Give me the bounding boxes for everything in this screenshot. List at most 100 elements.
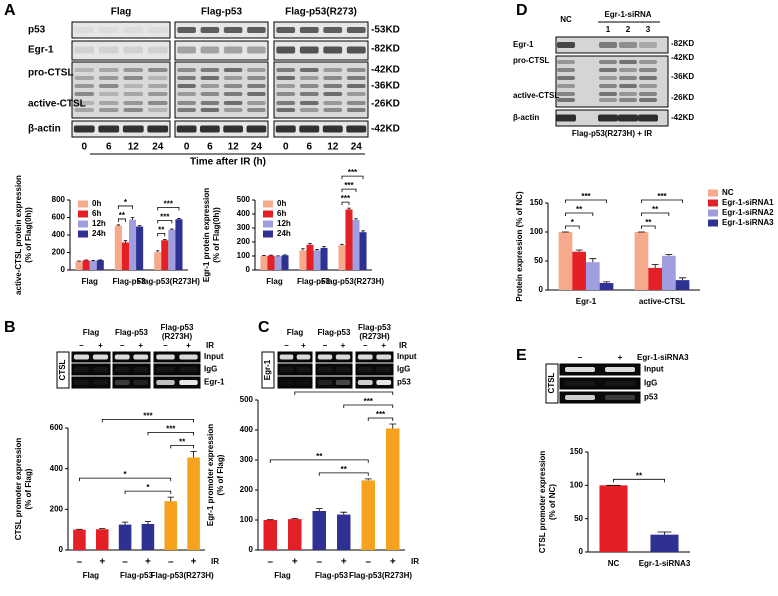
significance-label: **	[341, 465, 348, 474]
row-label: IgG	[644, 379, 657, 388]
band	[619, 60, 637, 64]
error-bar	[144, 521, 152, 524]
x-tick-label: Flag	[266, 277, 283, 286]
band	[619, 76, 637, 80]
lane-label: 12	[327, 142, 339, 153]
y-tick-label: 200	[237, 237, 251, 246]
band	[73, 354, 90, 360]
blot-frame	[559, 391, 641, 404]
significance-label: ***	[376, 410, 386, 419]
y-tick-label: 150	[530, 198, 544, 207]
band	[223, 27, 243, 33]
y-tick-label: 400	[237, 209, 251, 218]
blot-frame	[174, 21, 269, 39]
band	[335, 354, 351, 360]
bar	[95, 529, 109, 550]
error-bar	[322, 246, 326, 248]
size-label: -82KD	[371, 44, 400, 55]
row-label: IgG	[397, 365, 410, 374]
panel-letter: A	[4, 2, 16, 19]
band	[299, 27, 319, 33]
band	[639, 42, 657, 48]
band	[223, 92, 243, 96]
blot-frame	[112, 351, 151, 363]
y-tick-label: 0	[246, 265, 251, 274]
legend-label: 12h	[277, 219, 291, 228]
group-label: Flag	[287, 328, 304, 337]
error-bar	[177, 218, 181, 220]
band	[177, 76, 196, 80]
x-tick-label: +	[341, 557, 347, 568]
band	[276, 68, 296, 72]
size-label: -36KD	[371, 81, 400, 92]
bar	[281, 255, 289, 270]
y-tick-label: 400	[240, 425, 254, 434]
blot-frame	[273, 40, 369, 61]
band	[92, 354, 109, 360]
blot-frame	[71, 376, 111, 389]
error-bar	[354, 218, 358, 220]
significance-bracket	[565, 199, 607, 203]
y-label: (% of Flag)	[24, 468, 33, 509]
band	[299, 84, 319, 88]
group-label: Flag	[111, 7, 132, 18]
band	[565, 367, 595, 372]
legend-swatch	[78, 210, 88, 218]
blot-frame	[315, 351, 353, 363]
band	[123, 92, 144, 96]
bar	[121, 242, 129, 270]
column-label: Egr-1-siRNA	[604, 10, 651, 19]
lane-label: 6	[306, 142, 312, 153]
band	[223, 46, 243, 54]
y-tick-label: 0	[59, 545, 64, 554]
y-label: (% of Flag(0h))	[212, 207, 221, 263]
band	[276, 46, 296, 54]
bar	[141, 523, 155, 550]
band	[223, 76, 243, 80]
x-tick-label: +	[292, 557, 298, 568]
blot-frame	[559, 377, 641, 390]
lane-label: 3	[646, 25, 651, 34]
band	[299, 68, 319, 72]
x-tick-label: –	[122, 557, 128, 568]
band	[177, 68, 196, 72]
band	[247, 84, 266, 88]
significance-label: *	[124, 198, 128, 207]
row-label: Egr-1	[513, 40, 534, 49]
significance-bracket	[79, 477, 172, 482]
bar	[599, 485, 628, 552]
bar	[345, 209, 353, 270]
band	[346, 101, 366, 105]
ir-sign: –	[163, 341, 168, 350]
lane-label: 12	[128, 142, 140, 153]
y-tick-label: 50	[574, 514, 583, 523]
y-label: CTSL promoter expression	[538, 451, 547, 554]
x-tick-label: –	[77, 557, 83, 568]
band	[246, 125, 267, 133]
band	[299, 46, 319, 54]
error-bar	[340, 511, 348, 515]
band	[147, 68, 168, 72]
bar	[118, 524, 132, 550]
legend-swatch	[263, 230, 273, 238]
significance-bracket	[367, 417, 394, 421]
significance-label: *	[146, 483, 150, 492]
target-frame	[261, 351, 275, 389]
band	[639, 84, 657, 88]
band	[323, 108, 343, 112]
band	[74, 76, 95, 80]
x-tick-label: –	[267, 557, 273, 568]
y-label: (% of Flag)	[216, 454, 225, 495]
band	[639, 60, 657, 64]
lane-label: 24	[251, 142, 263, 153]
significance-bracket	[641, 212, 670, 216]
band	[123, 108, 144, 112]
legend-swatch	[708, 189, 718, 197]
band	[92, 380, 109, 385]
blot-frame	[112, 376, 151, 389]
ir-sign: –	[79, 341, 84, 350]
band	[74, 27, 95, 33]
y-tick-label: 0	[539, 285, 544, 294]
blot-frame	[273, 120, 369, 138]
band	[599, 76, 617, 80]
